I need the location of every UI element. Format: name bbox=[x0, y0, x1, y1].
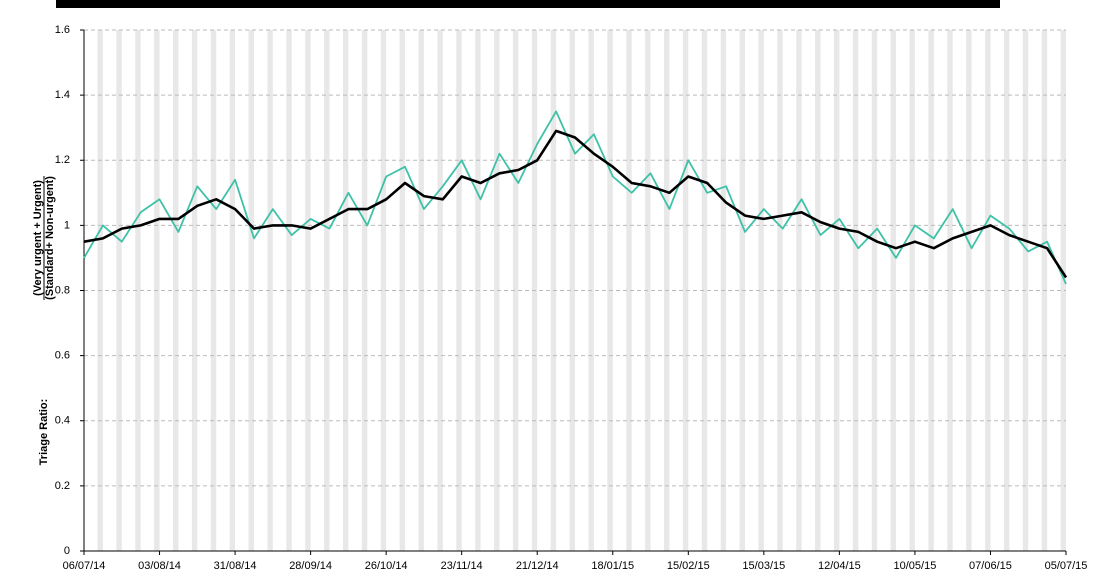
y-tick-label: 0.2 bbox=[55, 480, 70, 492]
weekend-band bbox=[682, 30, 689, 551]
weekend-band bbox=[494, 30, 500, 551]
x-tick-label: 31/08/14 bbox=[214, 560, 257, 572]
weekend-band bbox=[871, 30, 878, 551]
x-tick-label: 15/03/15 bbox=[742, 560, 785, 572]
weekend-band bbox=[1060, 30, 1066, 551]
x-tick-label: 06/07/14 bbox=[63, 560, 106, 572]
y-tick-label: 0.4 bbox=[55, 415, 70, 427]
weekend-band bbox=[267, 30, 273, 551]
x-tick-label: 07/06/15 bbox=[969, 560, 1012, 572]
weekend-band bbox=[380, 30, 387, 551]
weekend-band bbox=[701, 30, 708, 551]
weekend-band bbox=[758, 30, 764, 551]
x-tick-label: 21/12/14 bbox=[516, 560, 559, 572]
weekend-band bbox=[324, 30, 330, 551]
series-line bbox=[83, 129, 1068, 279]
weekend-band bbox=[890, 30, 897, 551]
weekend-band bbox=[626, 30, 632, 551]
x-tick-label: 03/08/14 bbox=[138, 560, 181, 572]
y-label-prefix: Triage Ratio: bbox=[38, 399, 50, 466]
weekend-band bbox=[947, 30, 953, 551]
weekend-band bbox=[191, 30, 198, 551]
weekend-band bbox=[569, 30, 575, 551]
y-tick-label: 0.8 bbox=[55, 284, 70, 296]
y-label-numerator: (Very urgent + Urgent) bbox=[32, 180, 44, 296]
y-tick-label: 1 bbox=[64, 219, 70, 231]
y-label-denominator: (Standard+ Non-urgent) bbox=[44, 176, 56, 300]
x-tick-label: 26/10/14 bbox=[365, 560, 408, 572]
x-tick-label: 28/09/14 bbox=[289, 560, 332, 572]
weekend-band bbox=[815, 30, 821, 551]
y-tick-label: 1.6 bbox=[55, 24, 70, 36]
weekend-band bbox=[512, 30, 519, 551]
x-tick-label: 18/01/15 bbox=[591, 560, 634, 572]
x-tick-label: 10/05/15 bbox=[894, 560, 937, 572]
y-tick-label: 1.4 bbox=[55, 89, 70, 101]
y-axis-label: Triage Ratio: (Very urgent + Urgent) (St… bbox=[32, 176, 56, 466]
y-tick-label: 0.6 bbox=[55, 350, 70, 362]
weekend-band bbox=[305, 30, 311, 551]
y-tick-label: 1.2 bbox=[55, 154, 70, 166]
y-tick-label: 0 bbox=[64, 545, 70, 557]
weekend-band bbox=[248, 30, 254, 551]
x-tick-label: 15/02/15 bbox=[667, 560, 710, 572]
x-tick-label: 05/07/15 bbox=[1045, 560, 1088, 572]
x-tick-label: 12/04/15 bbox=[818, 560, 861, 572]
weekend-band bbox=[437, 30, 443, 551]
weekend-band bbox=[135, 30, 141, 551]
weekend-band bbox=[1003, 30, 1010, 551]
header-bar bbox=[56, 0, 1000, 8]
x-tick-label: 23/11/14 bbox=[441, 560, 483, 572]
